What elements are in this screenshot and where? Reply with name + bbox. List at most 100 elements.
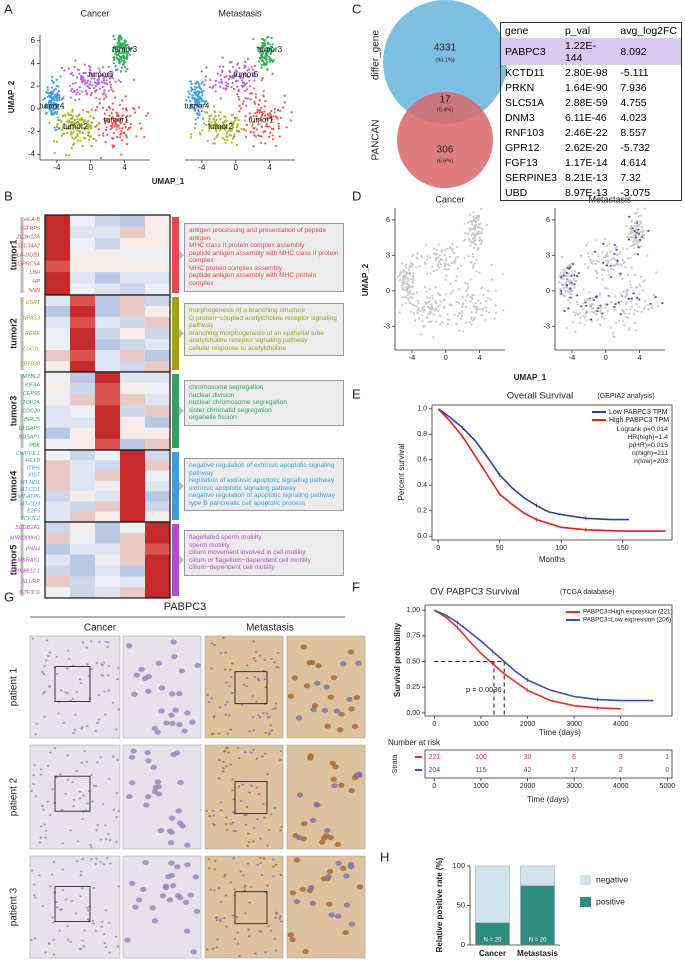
umap-point [123,50,126,53]
umap-point [480,207,483,211]
heatmap-cell [120,587,146,599]
umap-point [271,60,274,63]
umap-point [56,92,59,95]
umap-point [274,115,277,118]
nucleus [216,938,219,941]
umap-point [260,64,263,67]
umap-point [627,316,630,319]
risk-count: 3 [619,754,623,761]
umap-point [116,136,119,139]
umap-point [620,309,623,312]
heatmap-cell [120,450,146,461]
heatmap-cell [45,532,71,545]
nucleus [81,939,85,942]
nucleus [55,776,58,779]
go-term-box: chromosome segregation nuclear division nu… [184,380,344,426]
umap-point [271,72,274,75]
tissue-image [29,744,121,850]
umap-point [81,144,84,148]
expression-point [637,228,640,231]
heatmap-cell [120,554,146,566]
nucleus [46,800,49,803]
nucleus [307,753,314,759]
nucleus [83,750,86,753]
heatmap-cell [95,295,121,307]
umap-point [640,310,643,313]
umap-point [422,325,425,328]
umap-point [78,98,81,101]
cluster-label: tumor3 [257,45,282,54]
umap-point [440,248,443,252]
nucleus [107,921,111,924]
nucleus [168,860,175,866]
umap-point [233,74,237,77]
umap-point [587,252,590,255]
nucleus [116,945,120,948]
nucleus [324,827,331,834]
nucleus [34,795,38,798]
umap-point [485,223,489,226]
umap-point [475,214,478,217]
umap-point [463,232,467,235]
x-tick-label: 0 [444,353,448,362]
umap-point [479,231,482,235]
x-tick-label: -4 [409,353,416,362]
y-tick-label: 6 [31,36,36,45]
x-tick-label: 4 [122,163,127,172]
umap-point [574,279,577,282]
gene-label: MYBL2 [22,374,40,380]
risk-count: 30 [524,754,532,761]
umap-point [563,295,566,298]
nucleus [356,884,364,890]
umap-point [431,266,434,269]
umap-point [423,261,427,265]
nucleus [257,714,260,717]
umap-point [599,310,602,313]
expression-point [638,232,641,235]
umap-point [214,84,217,87]
umap-point [639,222,643,225]
table-cell: UBD [505,186,528,199]
umap-point [613,335,616,339]
umap-point [633,253,636,256]
x-tick-label: 5000 [660,783,676,790]
nucleus [232,810,235,813]
heatmap-cell [70,361,96,373]
umap-point [218,65,221,68]
umap-point [58,99,61,102]
gene-label: MT-ATP6 [18,494,40,500]
umap-point [273,107,277,111]
umap-point [104,82,107,85]
umap-point [443,265,447,268]
umap-point [629,224,633,228]
nucleus [252,729,255,732]
umap-point [266,46,269,50]
nucleus [225,828,229,831]
expression-point [562,274,565,277]
umap-point [254,112,257,115]
nucleus [175,808,182,814]
nucleus [226,700,229,704]
umap-point [633,239,636,242]
cluster-name: tumor5 [8,545,18,576]
nucleus [210,642,214,645]
umap-point [191,88,194,91]
umap-point [88,83,92,86]
umap-point [627,257,630,260]
umap-point [636,211,639,214]
umap-point [606,309,609,312]
umap-point [88,87,91,90]
nucleus [128,880,136,886]
header-cell: avg_log2FC [620,24,677,37]
umap-point [464,299,467,302]
nucleus [115,816,118,819]
umap-point [54,107,58,110]
umap-point [63,69,66,72]
umap-point [560,283,564,286]
umap-point [481,286,484,289]
umap-point [116,54,119,57]
umap-point [51,91,54,94]
x-tick-label: 1000 [473,783,489,790]
umap-point [89,72,92,75]
umap-point [434,320,438,323]
